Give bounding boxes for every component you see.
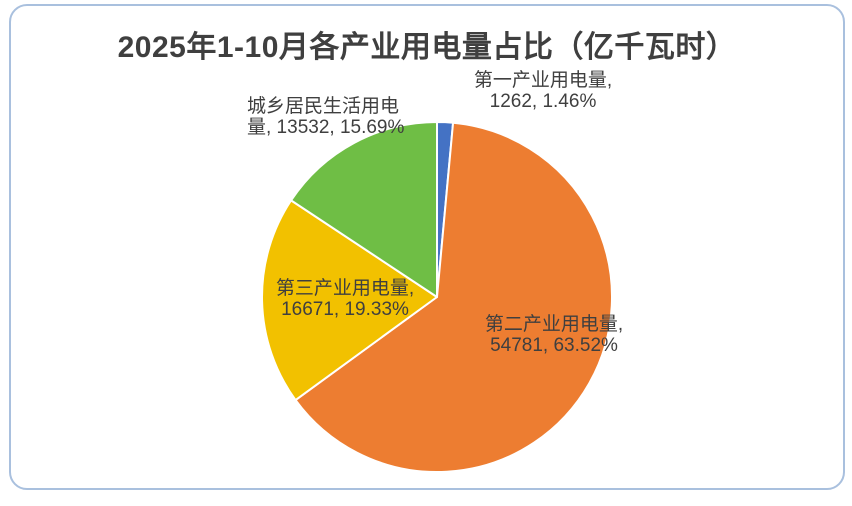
chart-title: 2025年1-10月各产业用电量占比（亿千瓦时）	[117, 31, 737, 64]
data-label-tertiary-industry: 第三产业用电量, 16671, 19.33%	[276, 278, 414, 320]
data-label-residential: 城乡居民生活用电 量, 13532, 15.69%	[247, 96, 404, 138]
data-label-tertiary-line1: 第三产业用电量,	[275, 278, 415, 299]
data-label-residential-line1: 城乡居民生活用电	[247, 96, 400, 117]
pie-slice-residential	[290, 121, 438, 298]
pie-chart	[261, 121, 613, 473]
data-label-primary-line2: 1262, 1.46%	[489, 91, 597, 112]
data-label-tertiary-line2: 16671, 19.33%	[281, 299, 409, 320]
data-label-primary-line1: 第一产业用电量,	[473, 70, 613, 91]
pie-slice-secondary-industry	[294, 121, 613, 473]
data-label-secondary-line2: 54781, 63.52%	[490, 335, 618, 356]
data-label-residential-line2: 量, 13532, 15.69%	[247, 117, 405, 138]
data-label-primary-industry: 第一产业用电量, 1262, 1.46%	[474, 70, 612, 112]
data-label-secondary-line1: 第二产业用电量,	[484, 314, 624, 335]
chart-card: 2025年1-10月各产业用电量占比（亿千瓦时） 第一产业用电量, 1262, …	[9, 4, 845, 490]
data-label-secondary-industry: 第二产业用电量, 54781, 63.52%	[485, 314, 623, 356]
pie-slice-tertiary-industry	[261, 199, 438, 402]
